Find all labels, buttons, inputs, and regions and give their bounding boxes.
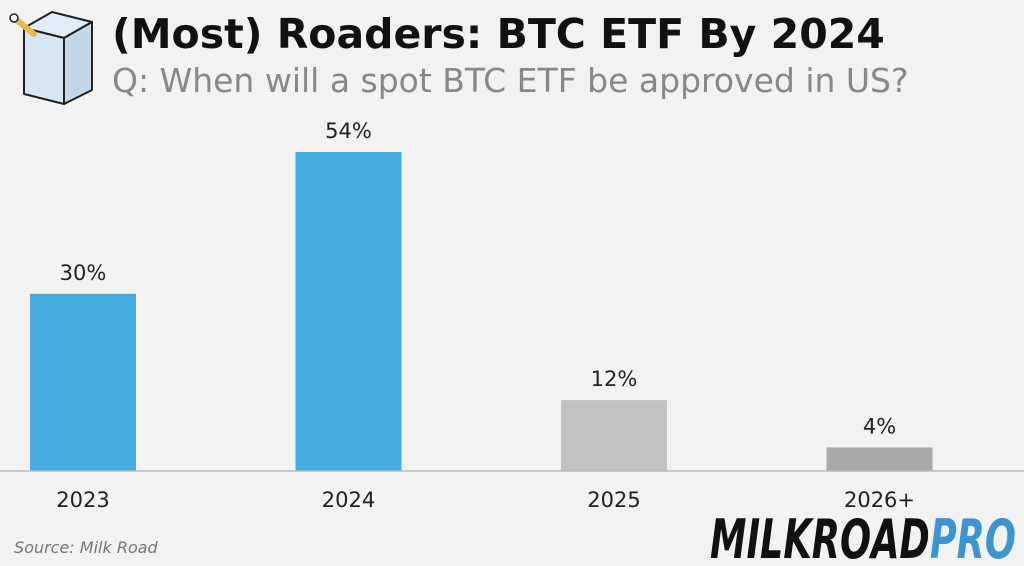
category-label: 2024 bbox=[322, 488, 375, 512]
category-label: 2025 bbox=[587, 488, 640, 512]
bar-2023 bbox=[30, 293, 136, 471]
category-labels-layer: 2023 2024 2025 2026+ bbox=[56, 488, 915, 512]
brand-logo-text: MILKROADPRO bbox=[710, 508, 1016, 564]
chart-title: (Most) Roaders: BTC ETF By 2024 bbox=[112, 10, 885, 58]
value-labels-layer: 30% 54% 12% 4% bbox=[60, 119, 897, 438]
value-label: 12% bbox=[591, 367, 638, 391]
milk-carton-logo-icon bbox=[9, 11, 93, 105]
value-label: 4% bbox=[863, 414, 896, 438]
value-label: 54% bbox=[325, 119, 372, 143]
source-note: Source: Milk Road bbox=[14, 538, 158, 557]
value-label: 30% bbox=[60, 261, 107, 285]
category-label: 2023 bbox=[56, 488, 109, 512]
chart-subtitle: Q: When will a spot BTC ETF be approved … bbox=[112, 61, 909, 100]
bars-layer bbox=[30, 152, 933, 471]
bar-2024 bbox=[295, 152, 402, 471]
bar-2025 bbox=[561, 400, 667, 471]
milkroadpro-brand-logo: MILKROADPRO bbox=[710, 508, 1016, 564]
category-label: 2026+ bbox=[844, 488, 915, 512]
bar-2026 bbox=[826, 447, 933, 471]
